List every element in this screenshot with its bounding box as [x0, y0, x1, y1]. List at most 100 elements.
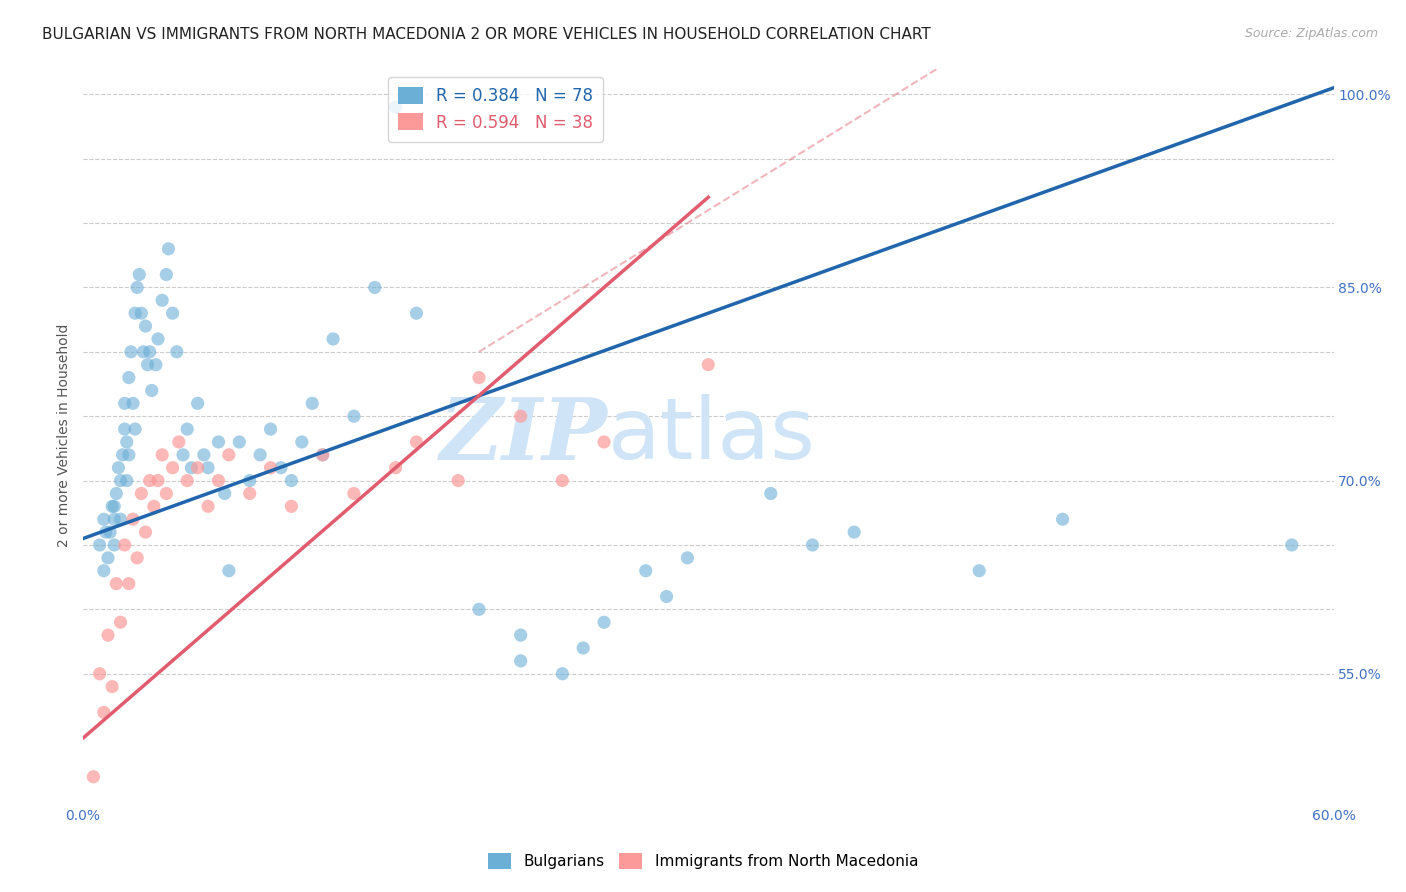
Point	[93, 564, 115, 578]
Point	[759, 486, 782, 500]
Point	[509, 654, 531, 668]
Point	[89, 666, 111, 681]
Point	[155, 268, 177, 282]
Point	[384, 460, 406, 475]
Point	[270, 460, 292, 475]
Point	[259, 460, 281, 475]
Point	[146, 332, 169, 346]
Point	[110, 512, 132, 526]
Point	[509, 409, 531, 424]
Point	[343, 486, 366, 500]
Point	[141, 384, 163, 398]
Point	[82, 770, 104, 784]
Point	[131, 306, 153, 320]
Point	[98, 525, 121, 540]
Point	[311, 448, 333, 462]
Point	[101, 680, 124, 694]
Point	[1052, 512, 1074, 526]
Point	[93, 706, 115, 720]
Point	[127, 550, 149, 565]
Point	[207, 474, 229, 488]
Point	[214, 486, 236, 500]
Point	[193, 448, 215, 462]
Point	[127, 280, 149, 294]
Point	[280, 500, 302, 514]
Point	[291, 434, 314, 449]
Point	[197, 500, 219, 514]
Point	[187, 460, 209, 475]
Point	[259, 422, 281, 436]
Point	[249, 448, 271, 462]
Point	[551, 666, 574, 681]
Y-axis label: 2 or more Vehicles in Household: 2 or more Vehicles in Household	[58, 324, 72, 547]
Point	[101, 500, 124, 514]
Point	[384, 100, 406, 114]
Point	[187, 396, 209, 410]
Point	[280, 474, 302, 488]
Text: BULGARIAN VS IMMIGRANTS FROM NORTH MACEDONIA 2 OR MORE VEHICLES IN HOUSEHOLD COR: BULGARIAN VS IMMIGRANTS FROM NORTH MACED…	[42, 27, 931, 42]
Point	[218, 564, 240, 578]
Point	[157, 242, 180, 256]
Point	[162, 460, 184, 475]
Point	[551, 474, 574, 488]
Point	[593, 434, 616, 449]
Point	[134, 319, 156, 334]
Point	[228, 434, 250, 449]
Point	[167, 434, 190, 449]
Point	[110, 615, 132, 630]
Point	[110, 474, 132, 488]
Point	[239, 486, 262, 500]
Point	[134, 525, 156, 540]
Point	[197, 460, 219, 475]
Point	[634, 564, 657, 578]
Point	[509, 628, 531, 642]
Point	[207, 434, 229, 449]
Point	[131, 486, 153, 500]
Point	[105, 576, 128, 591]
Point	[138, 344, 160, 359]
Point	[468, 370, 491, 384]
Point	[103, 500, 125, 514]
Point	[364, 280, 387, 294]
Point	[138, 474, 160, 488]
Text: ZIP: ZIP	[440, 393, 609, 477]
Point	[120, 344, 142, 359]
Point	[122, 396, 145, 410]
Point	[128, 268, 150, 282]
Point	[301, 396, 323, 410]
Point	[89, 538, 111, 552]
Point	[176, 422, 198, 436]
Point	[93, 512, 115, 526]
Point	[593, 615, 616, 630]
Point	[97, 550, 120, 565]
Point	[842, 525, 865, 540]
Point	[118, 370, 141, 384]
Legend: Bulgarians, Immigrants from North Macedonia: Bulgarians, Immigrants from North Macedo…	[482, 847, 924, 875]
Point	[124, 306, 146, 320]
Point	[118, 448, 141, 462]
Point	[132, 344, 155, 359]
Point	[176, 474, 198, 488]
Text: atlas: atlas	[609, 394, 817, 477]
Point	[239, 474, 262, 488]
Point	[967, 564, 990, 578]
Point	[145, 358, 167, 372]
Point	[118, 576, 141, 591]
Point	[124, 422, 146, 436]
Point	[94, 525, 117, 540]
Point	[676, 550, 699, 565]
Point	[105, 486, 128, 500]
Point	[572, 640, 595, 655]
Legend: R = 0.384   N = 78, R = 0.594   N = 38: R = 0.384 N = 78, R = 0.594 N = 38	[388, 77, 603, 142]
Point	[103, 538, 125, 552]
Point	[162, 306, 184, 320]
Point	[155, 486, 177, 500]
Point	[311, 448, 333, 462]
Point	[166, 344, 188, 359]
Point	[103, 512, 125, 526]
Point	[107, 460, 129, 475]
Point	[114, 538, 136, 552]
Point	[322, 332, 344, 346]
Point	[97, 628, 120, 642]
Point	[343, 409, 366, 424]
